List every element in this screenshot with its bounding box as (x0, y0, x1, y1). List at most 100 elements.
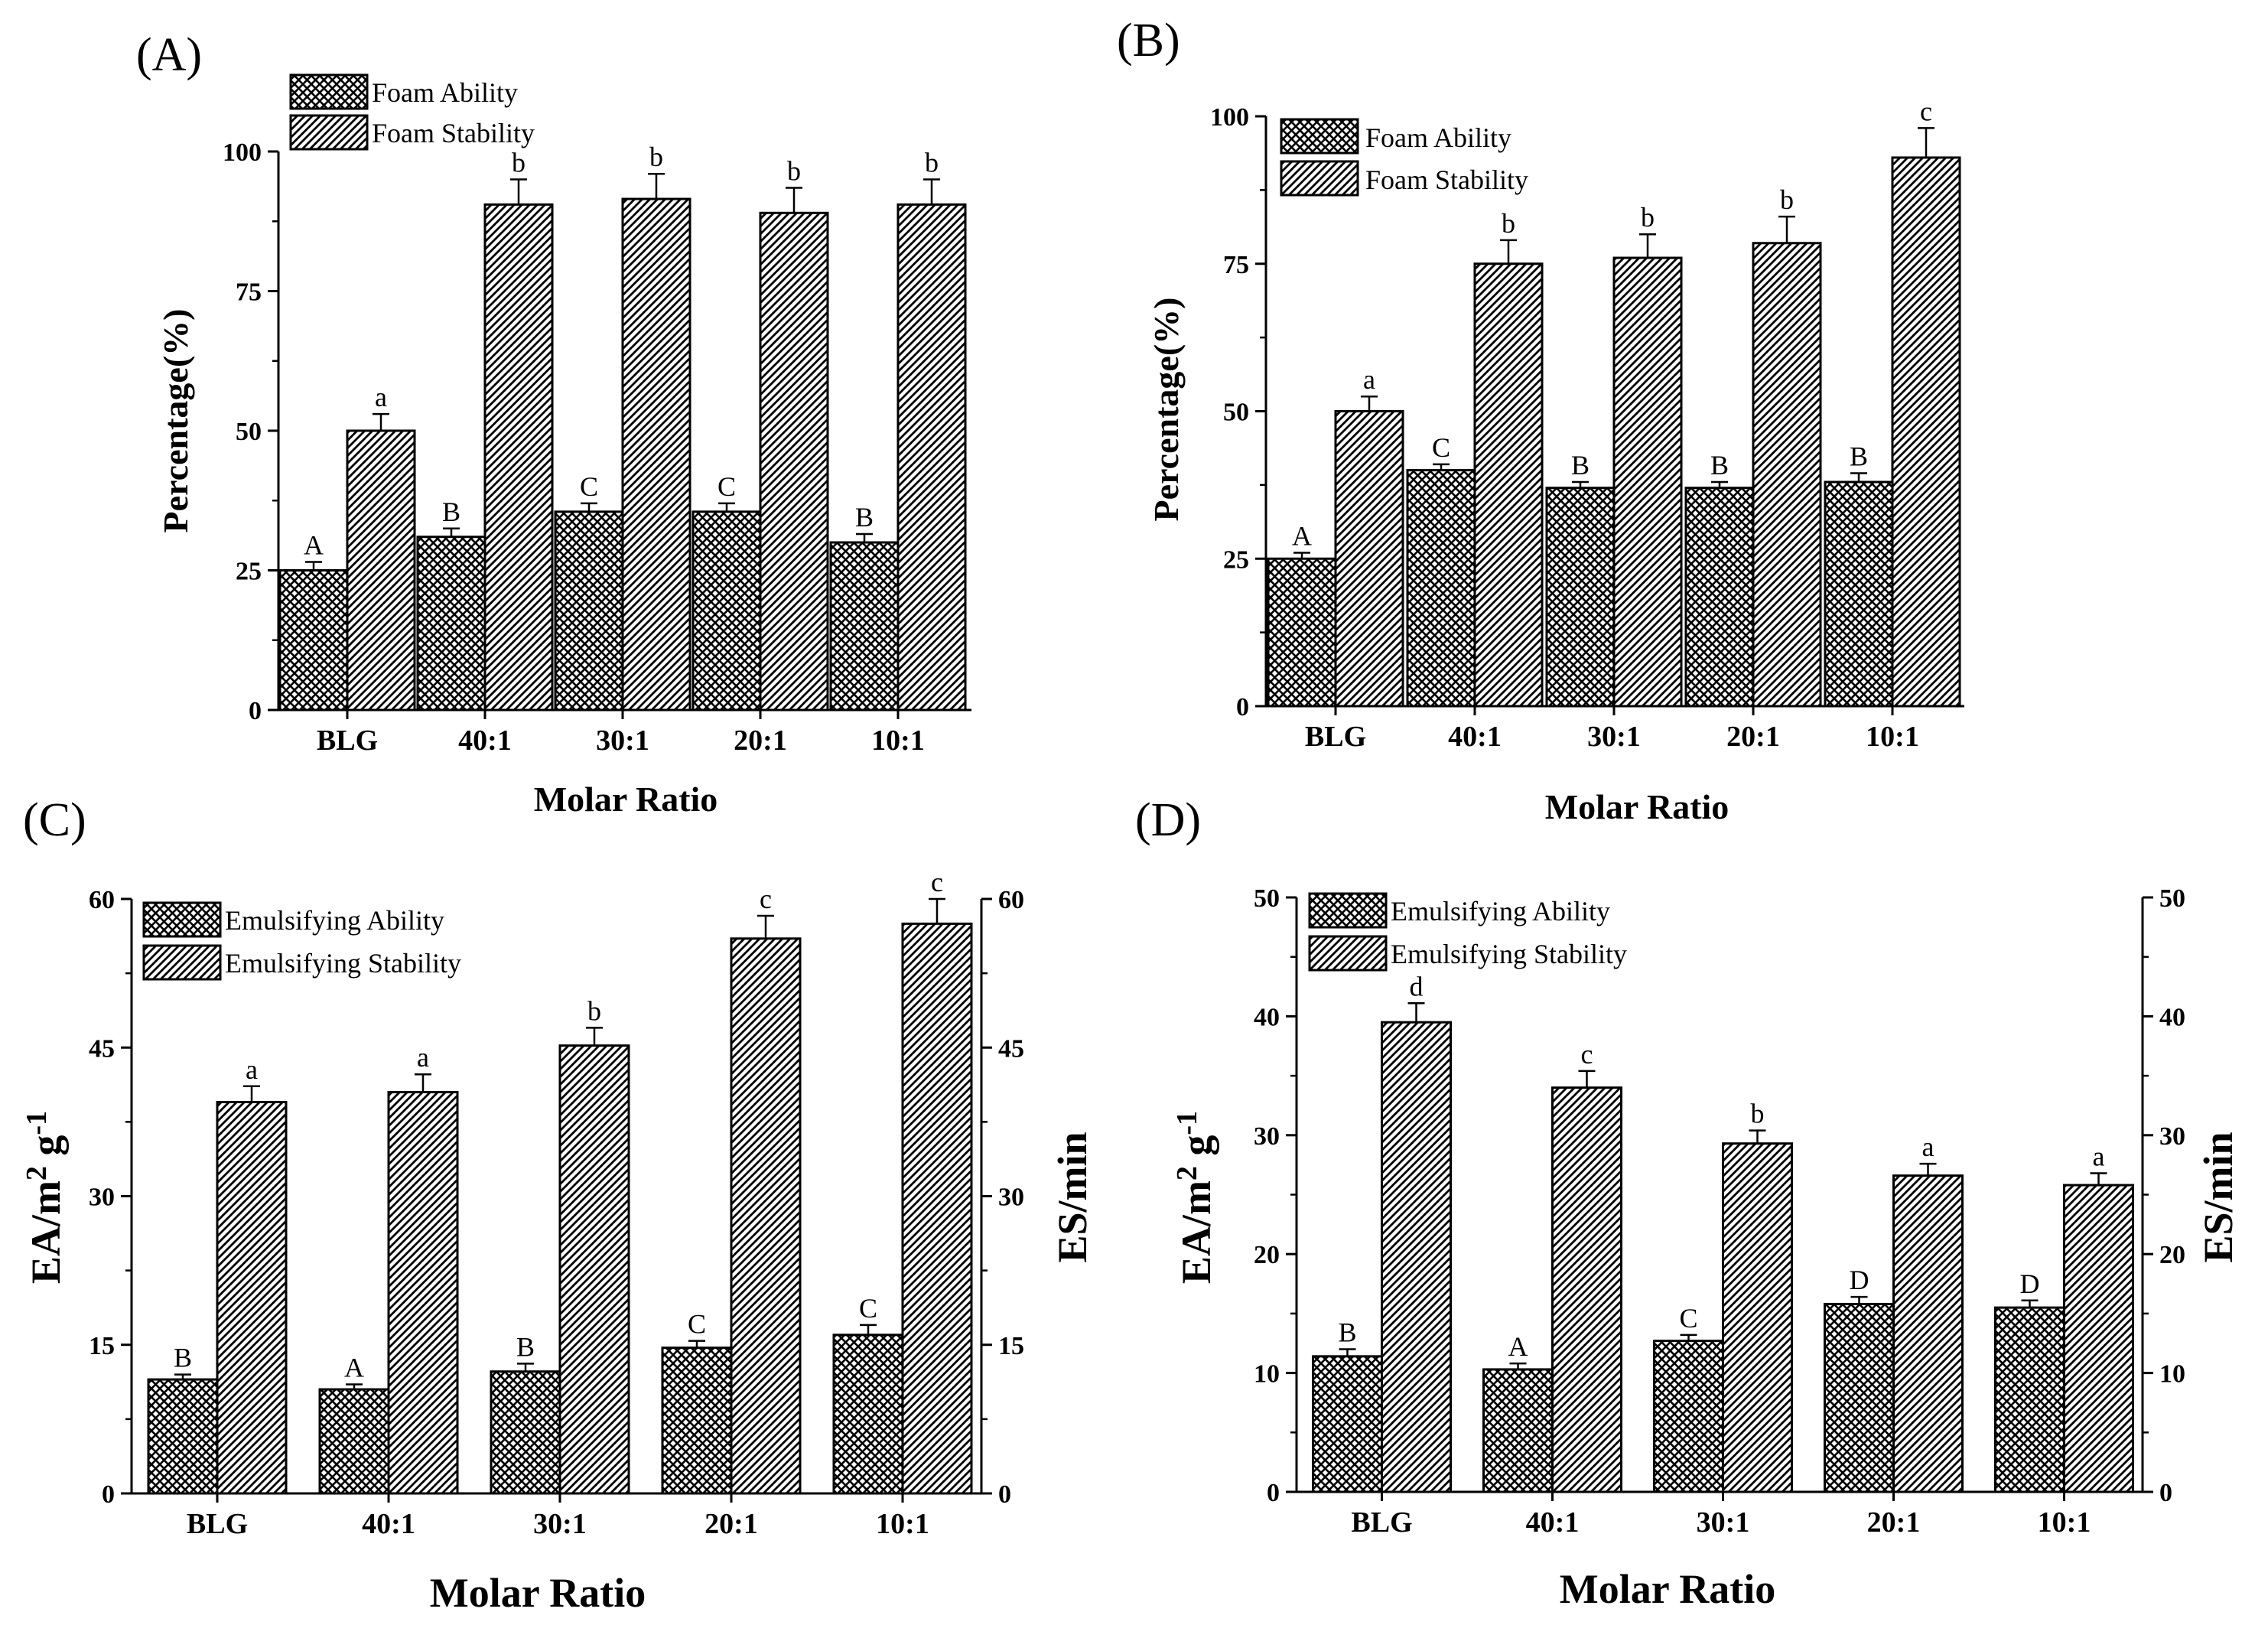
panel-c-category-label: 40:1 (362, 1508, 415, 1540)
panel-c-y2tick-label: 60 (998, 886, 1024, 914)
panel-a-legend: Foam Ability Foam Stability (289, 73, 535, 151)
panel-b-bar-ability (1824, 480, 1894, 708)
panel-d-y2tick-label: 50 (2159, 884, 2185, 913)
panel-d-y2tick-label: 20 (2159, 1241, 2185, 1269)
panel-a-bar-ability (691, 510, 762, 712)
panel-b-legend-label-2: Foam Stability (1365, 164, 1528, 195)
panel-c-y2tick-label: 45 (998, 1034, 1024, 1063)
panel-c-y2label: ES/min (1049, 1132, 1095, 1262)
panel-c-y2tick-label: 30 (998, 1184, 1024, 1212)
panel-c-bar-stability (387, 1091, 459, 1495)
panel-b-xlabel: Molar Ratio (1545, 787, 1729, 826)
panel-c-ytick-label: 0 (102, 1480, 115, 1509)
panel-c-significance-letter: A (344, 1353, 364, 1383)
panel-a-category-label: 40:1 (458, 725, 512, 757)
panel-b-category-label: 30:1 (1587, 721, 1641, 753)
panel-b-significance-letter: b (1641, 202, 1655, 233)
panel-a-bar-ability (416, 536, 486, 712)
panel-c-significance-letter: C (859, 1293, 877, 1324)
panel-a-category-label: BLG (317, 725, 378, 757)
panel-a-ytick-label: 75 (236, 278, 262, 307)
panel-d-category-label: BLG (1351, 1506, 1412, 1539)
panel-d-bar-stability (1892, 1174, 1964, 1493)
panel-a-ytick-label: 25 (236, 558, 262, 586)
panel-d-ytick-label: 0 (1267, 1479, 1280, 1507)
panel-c-bar-stability (901, 922, 973, 1495)
panel-c-significance-letter: a (417, 1042, 429, 1073)
panel-c-legend-label-2: Emulsifying Stability (225, 948, 461, 979)
panel-d-y2tick-label: 10 (2159, 1360, 2185, 1389)
panel-d-y2tick-label: 30 (2159, 1122, 2185, 1151)
panel-a-category-label: 30:1 (596, 725, 649, 757)
panel-a-bar-stability (759, 211, 829, 712)
panel-a-category-label: 20:1 (734, 725, 787, 757)
panel-c-ylabel: EA/m2 g-1 (21, 1111, 69, 1284)
panel-a-significance-letter: B (442, 497, 460, 527)
panel-a-xlabel: Molar Ratio (534, 780, 718, 819)
panel-c-ytick-label: 60 (89, 886, 115, 914)
panel-d-significance-letter: A (1508, 1331, 1528, 1362)
panel-a-bar-ability (829, 541, 900, 712)
panel-b-bar-stability (1891, 156, 1961, 708)
panel-b-significance-letter: c (1920, 96, 1932, 126)
panel-a-legend-label-2: Foam Stability (372, 118, 535, 148)
panel-d-ytick-label: 50 (1254, 884, 1280, 913)
panel-b-significance-letter: C (1432, 432, 1450, 463)
panel-c-category-label: 10:1 (876, 1508, 929, 1540)
panel-d-significance-letter: D (1850, 1265, 1869, 1295)
panel-c: (C) 0 15 30 45 60 0 15 30 45 60 BLG Ba 40:1 Aa 30:1 Bb 2… (21, 794, 1095, 1616)
panel-d-bar-stability (1381, 1021, 1452, 1493)
panel-d-y2tick-label: 0 (2159, 1479, 2172, 1507)
panel-c-bar-ability (832, 1334, 904, 1495)
panel-d-ytick-label: 30 (1254, 1122, 1280, 1151)
panel-d-legend-label-2: Emulsifying Stability (1391, 939, 1627, 969)
panel-a-ytick-label: 50 (236, 418, 262, 446)
panel-a-bar-ability (554, 510, 624, 712)
panel-b-legend-label-1: Foam Ability (1365, 122, 1511, 153)
panel-b-bar-ability (1545, 487, 1616, 708)
panel-b-significance-letter: b (1780, 184, 1794, 215)
panel-b-legend-swatch-2 (1280, 160, 1359, 197)
panel-d-significance-letter: a (2093, 1141, 2105, 1172)
panel-d-significance-letter: d (1410, 971, 1424, 1001)
panel-b-significance-letter: B (1850, 441, 1868, 471)
panel-a-significance-letter: b (925, 148, 939, 178)
panel-b-bar-ability (1406, 469, 1476, 708)
panel-c-legend-swatch-1 (142, 901, 222, 938)
panel-d-bar-ability (1824, 1302, 1895, 1493)
panel-a-significance-letter: C (717, 471, 736, 502)
panel-a: (A) 0 25 50 75 100 BLG Aa 40:1 Bb 30:1 Cb 20:1 Cb 10:… (136, 29, 971, 819)
panel-d-legend-swatch-2 (1308, 935, 1388, 972)
panel-b-legend: Foam Ability Foam Stability (1280, 118, 1528, 197)
panel-a-legend-label-1: Foam Ability (372, 77, 518, 108)
panel-c-legend: Emulsifying Ability Emulsifying Stabilit… (142, 901, 461, 981)
panel-b-plot: 0 25 50 75 100 BLG Aa 40:1 Cb 30:1 Bb 20:1 Bb 10:1 Bc (1210, 96, 1964, 753)
panel-c-plot: 0 15 30 45 60 0 15 30 45 60 BLG Ba 40:1 Aa 30:1 Bb 20:1 C… (89, 867, 1024, 1540)
panel-d-significance-letter: c (1581, 1039, 1593, 1070)
panel-a-significance-letter: C (580, 471, 598, 502)
panel-b-ytick-label: 75 (1223, 251, 1249, 279)
panel-a-significance-letter: b (649, 142, 663, 172)
panel-c-legend-label-1: Emulsifying Ability (225, 905, 444, 936)
panel-d-bar-ability (1653, 1340, 1724, 1493)
panel-c-legend-swatch-2 (142, 944, 222, 981)
panel-b-significance-letter: a (1363, 364, 1375, 395)
panel-d-xlabel: Molar Ratio (1560, 1566, 1775, 1612)
panel-d-significance-letter: C (1679, 1303, 1697, 1334)
panel-b-significance-letter: b (1502, 208, 1515, 239)
panel-b-bar-stability (1473, 262, 1544, 708)
panel-d-ylabel: EA/m2 g-1 (1171, 1111, 1219, 1284)
panel-d-bar-stability (1722, 1142, 1793, 1493)
panel-c-bar-stability (558, 1044, 630, 1495)
panel-a-ytick-label: 100 (223, 138, 262, 167)
panel-b-label: (B) (1117, 15, 1180, 67)
panel-d: (D) 0 10 20 30 40 50 0 10 20 30 40 50 BLG Bd 40:1 Ac 30:… (1135, 794, 2241, 1612)
panel-b-ylabel: Percentage(%) (1147, 298, 1186, 522)
panel-a-ytick-label: 0 (249, 697, 262, 725)
panel-c-bar-ability (147, 1378, 219, 1495)
panel-c-y2tick-label: 15 (998, 1332, 1024, 1360)
panel-a-ylabel: Percentage(%) (156, 309, 195, 533)
panel-d-category-label: 20:1 (1867, 1506, 1921, 1539)
panel-b-bar-ability (1684, 487, 1755, 708)
